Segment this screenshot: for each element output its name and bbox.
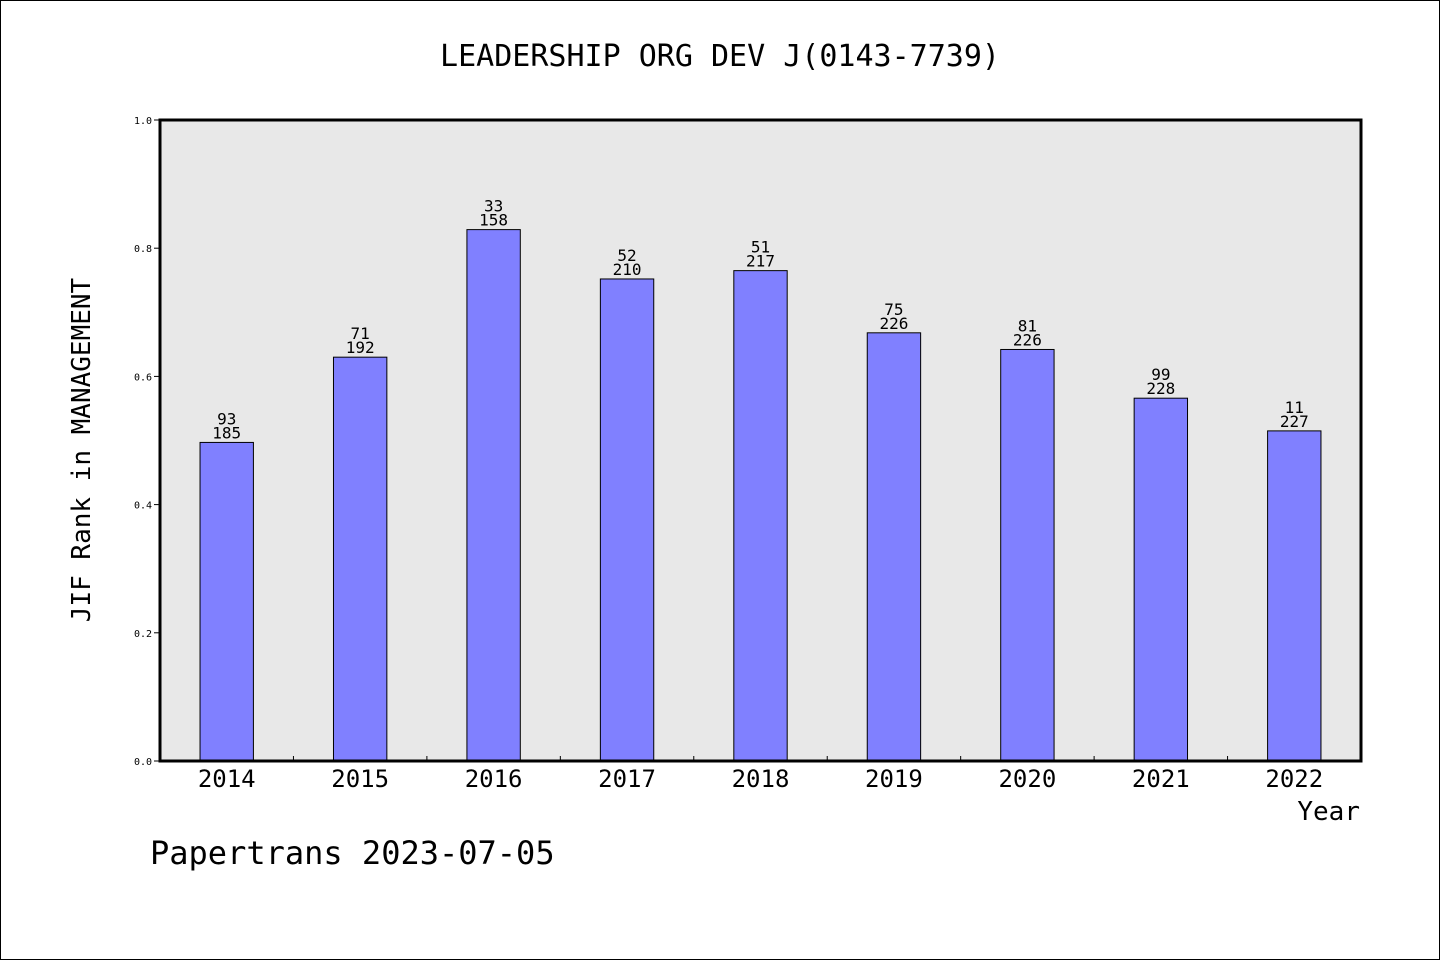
bar: [332, 356, 388, 762]
bar-total-label: 228: [1146, 379, 1175, 398]
bar-rank-label: 71: [351, 324, 370, 343]
bar: [599, 278, 655, 762]
y-tick-label: 0.0: [134, 757, 152, 768]
x-tick-label: 2014: [198, 765, 256, 793]
y-tick-label: 0.6: [134, 372, 152, 383]
bars: [199, 229, 1322, 762]
x-tick-label: 2019: [865, 765, 923, 793]
bar-total-label: 210: [613, 260, 642, 279]
bar: [1000, 348, 1055, 762]
bar-total-label: 226: [879, 314, 908, 333]
bar-total-label: 185: [212, 423, 241, 442]
bar-rank-label: 33: [484, 197, 503, 216]
bar-rank-label: 93: [217, 409, 236, 428]
bar-total-label: 192: [346, 338, 375, 357]
bar: [733, 270, 788, 762]
x-tick-label: 2018: [732, 765, 790, 793]
bar-rank-label: 81: [1018, 316, 1037, 335]
bar-rank-label: 51: [751, 238, 770, 257]
bar-total-label: 226: [1013, 330, 1042, 349]
x-axis-label: Year: [1297, 797, 1360, 827]
bar-total-label: 158: [479, 211, 508, 230]
x-tick-label: 2021: [1132, 765, 1190, 793]
x-tick-label: 2016: [465, 765, 523, 793]
bar: [199, 441, 254, 762]
x-tick-label: 2017: [598, 765, 656, 793]
y-axis-label: JIF Rank in MANAGEMENT: [67, 277, 97, 622]
plot-border: [158, 118, 1363, 763]
x-tick-label: 2020: [998, 765, 1056, 793]
y-tick-label: 0.2: [134, 629, 152, 640]
chart-title: LEADERSHIP ORG DEV J(0143-7739): [440, 39, 1000, 74]
bar: [1133, 397, 1189, 762]
x-tick-label: 2022: [1265, 765, 1323, 793]
y-axis-ticks: 0.0 0.2 0.4 0.6 0.8 1.0: [134, 116, 160, 768]
bar-rank-label: 99: [1151, 365, 1170, 384]
bar: [466, 229, 521, 762]
y-tick-label: 0.8: [134, 244, 152, 255]
bar-total-label: 227: [1280, 412, 1309, 431]
footer-credit: Papertrans 2023-07-05: [150, 834, 555, 872]
bar: [1267, 430, 1322, 762]
y-tick-label: 0.4: [134, 501, 152, 512]
x-tick-label: 2015: [331, 765, 389, 793]
bar-rank-label: 75: [884, 300, 903, 319]
x-axis-ticks: 2014 2015 2016 2017 2018 2019 2020 2021 2022: [198, 756, 1323, 793]
bar: [866, 332, 922, 762]
bar-total-label: 217: [746, 252, 775, 271]
bar-rank-label: 52: [617, 246, 636, 265]
bar-rank-label: 11: [1285, 398, 1304, 417]
y-tick-label: 1.0: [134, 116, 152, 127]
